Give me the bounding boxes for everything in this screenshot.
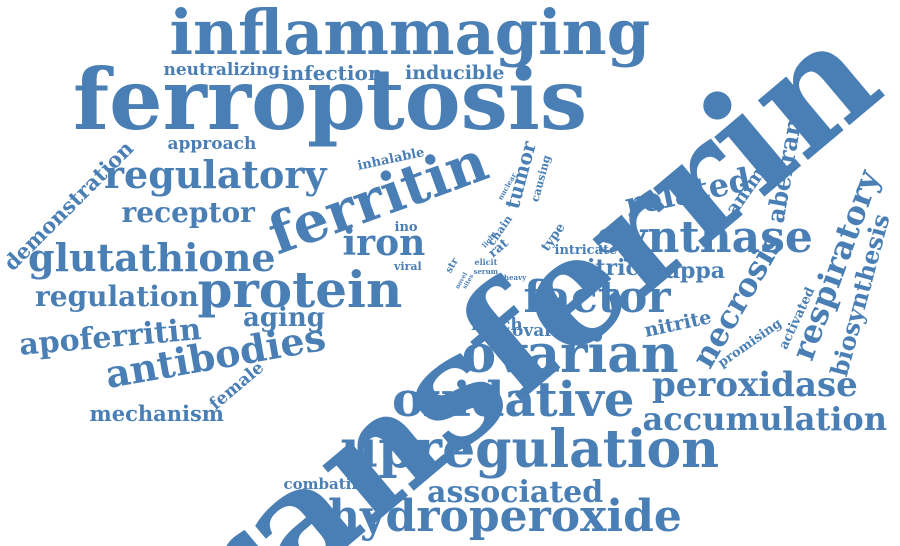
word-elicit: elicit [474, 257, 498, 267]
word-kelch: kelch [471, 314, 523, 335]
word-serum: serum [473, 266, 499, 276]
word-protein: protein [197, 260, 403, 319]
word-nitric: nitric [571, 255, 639, 281]
word-viral: viral [394, 259, 422, 273]
word-ferroptosis: ferroptosis [73, 50, 588, 149]
word-glutathione: glutathione [28, 235, 276, 280]
word-combating: combating [283, 474, 373, 493]
word-infection: infection [282, 61, 383, 85]
word-receptor: receptor [121, 196, 255, 229]
word-inducible: inducible [405, 61, 505, 84]
word-mechanism: mechanism [89, 400, 225, 426]
word-inflammaging: inflammaging [169, 0, 651, 69]
word-aging: aging [243, 303, 325, 333]
word-hydroperoxide: hydroperoxide [328, 491, 682, 542]
word-synthase: synthase [597, 212, 813, 263]
word-ovaries: ovaries [512, 320, 581, 341]
word-heavy: heavy [504, 272, 527, 282]
word-associated: associated [427, 475, 604, 510]
word-regulatory: regulatory [104, 152, 327, 197]
word-accumulation: accumulation [642, 400, 888, 438]
word-upregulation: upregulation [340, 419, 720, 480]
word-factor: factor [523, 272, 671, 323]
word-peroxidase: peroxidase [652, 365, 858, 405]
word-ino: ino [394, 219, 418, 235]
word-neutralizing: neutralizing [163, 59, 281, 80]
word-intricate: intricate [554, 242, 618, 258]
word-kappa: kappa [650, 258, 726, 284]
word-ovarian: ovarian [461, 324, 679, 385]
word-oxidative: oxidative [392, 372, 635, 428]
word-regulation: regulation [35, 280, 199, 313]
word-iron: iron [342, 222, 426, 264]
word-approach: approach [167, 133, 257, 154]
